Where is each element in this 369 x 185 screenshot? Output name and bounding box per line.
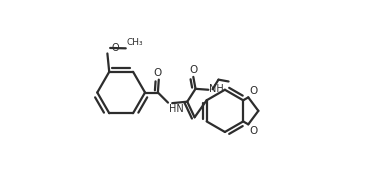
Text: O: O [111, 43, 119, 53]
Text: O: O [250, 86, 258, 96]
Text: O: O [189, 65, 197, 75]
Text: O: O [250, 126, 258, 136]
Text: O: O [154, 68, 162, 78]
Text: HN: HN [169, 104, 184, 114]
Text: CH₃: CH₃ [127, 38, 143, 47]
Text: NH: NH [209, 84, 224, 94]
